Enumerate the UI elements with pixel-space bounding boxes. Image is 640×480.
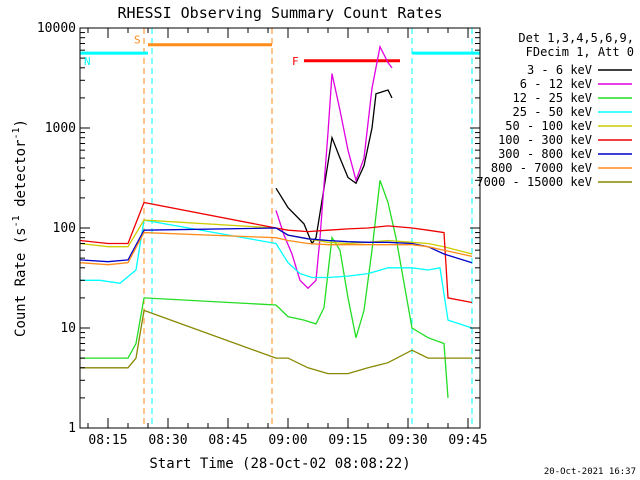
y-axis-label: Count Rate (s-1 detector-1) <box>11 119 29 337</box>
y-tick-label: 100 <box>53 221 76 236</box>
flag-label-s: S <box>134 34 141 47</box>
x-axis-label: Start Time (28-Oct-02 08:08:22) <box>149 456 410 472</box>
legend-header-line-1: Det 1,3,4,5,6,9, <box>518 31 634 45</box>
x-tick-label: 09:15 <box>328 433 367 448</box>
series-line-3 <box>80 219 473 329</box>
legend-label: 12 - 25 keV <box>513 91 592 105</box>
y-tick-label: 10 <box>60 321 76 336</box>
flag-label-f: F <box>292 55 299 68</box>
x-tick-label: 09:45 <box>448 433 487 448</box>
legend-label: 800 - 7000 keV <box>491 161 592 175</box>
flag-layer: S N F <box>80 34 480 68</box>
series-line-7 <box>79 231 473 266</box>
x-axis: 08:15 08:30 08:45 09:00 09:15 09:30 09:45 <box>87 28 488 448</box>
legend-label: 25 - 50 keV <box>513 105 592 119</box>
legend-label: 100 - 300 keV <box>498 133 592 147</box>
y-tick-label: 1000 <box>45 121 76 136</box>
y-tick-label: 10000 <box>37 21 76 36</box>
series-line-0 <box>275 89 393 245</box>
chart-title: RHESSI Observing Summary Count Rates <box>117 4 442 22</box>
x-tick-label: 08:45 <box>208 433 247 448</box>
legend-label: 50 - 100 keV <box>505 119 592 133</box>
series-line-1 <box>275 44 393 290</box>
legend-label: 6 - 12 keV <box>520 77 592 91</box>
series-line-4 <box>79 219 473 255</box>
y-axis: 1 10 100 1000 10000 <box>37 21 480 436</box>
series-line-8 <box>80 309 472 375</box>
x-tick-label: 08:30 <box>148 433 187 448</box>
legend-header-line-2: FDecim 1, Att 0 <box>526 45 634 59</box>
x-tick-label: 09:30 <box>388 433 427 448</box>
series-layer <box>79 44 473 398</box>
series-line-2 <box>80 180 449 398</box>
x-tick-label: 09:00 <box>268 433 307 448</box>
timestamp: 20-Oct-2021 16:37 <box>544 467 636 477</box>
series-line-5 <box>79 201 473 304</box>
legend-label: 3 - 6 keV <box>527 63 592 77</box>
legend-label: 7000 - 15000 keV <box>476 175 592 189</box>
legend-label: 300 - 800 keV <box>498 147 592 161</box>
flag-label-n: N <box>84 55 91 68</box>
y-tick-label: 1 <box>68 421 76 436</box>
legend: Det 1,3,4,5,6,9, FDecim 1, Att 0 3 - 6 k… <box>476 31 634 189</box>
x-tick-label: 08:15 <box>88 433 127 448</box>
